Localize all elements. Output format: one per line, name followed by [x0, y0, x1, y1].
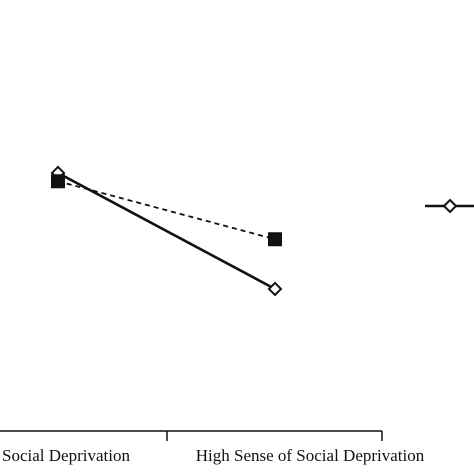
- point: [268, 232, 282, 247]
- x-tick-label: Social Deprivation: [2, 446, 130, 465]
- series-line: [57, 180, 276, 241]
- point: [51, 174, 65, 189]
- series-line: [57, 171, 276, 291]
- legend-marker: [442, 198, 458, 214]
- point: [267, 281, 283, 297]
- x-tick-label: High Sense of Social Deprivation: [196, 446, 425, 465]
